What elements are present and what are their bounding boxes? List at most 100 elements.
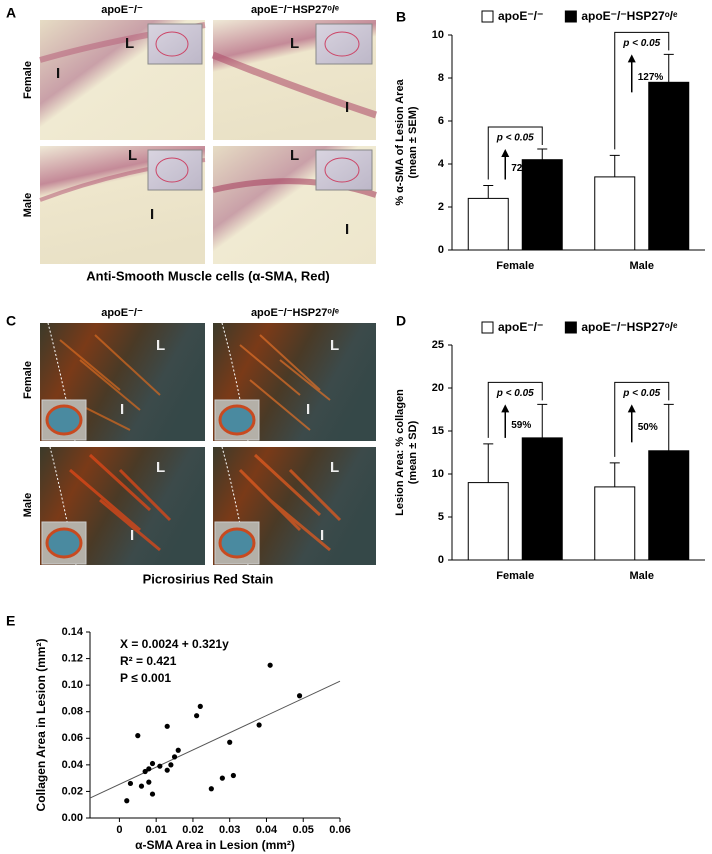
legend-swatch	[481, 10, 494, 23]
column-header: apoE⁻/⁻	[101, 4, 143, 16]
tissue-label: I	[130, 527, 134, 544]
y-tick-label: 6	[438, 115, 444, 127]
legend-label: apoE⁻/⁻	[498, 9, 543, 23]
annotation-change: 127%	[638, 72, 664, 83]
y-tick-label: 25	[432, 339, 444, 351]
panel-letter: B	[396, 9, 406, 25]
x-tick-label: Female	[496, 570, 534, 582]
annotation-change: 72%	[511, 163, 531, 174]
point	[168, 762, 174, 768]
point	[146, 766, 152, 772]
y-axis-label: (mean ± SEM)	[407, 106, 419, 178]
micrograph: L I	[211, 20, 378, 140]
legend-label: apoE⁻/⁻HSP27ᵒ/ᵉ	[581, 320, 678, 334]
tissue-label: I	[56, 65, 60, 82]
y-tick-label: 0.04	[62, 759, 84, 771]
tissue-label: L	[330, 337, 339, 354]
point	[127, 780, 134, 787]
bracket	[614, 31, 670, 150]
tissue-label: L	[156, 337, 165, 354]
tissue-label: I	[150, 206, 154, 223]
tissue-label: L	[290, 35, 299, 52]
column-header: apoE⁻/⁻HSP27ᵒ/ᵉ	[251, 4, 339, 16]
micrograph: L I	[39, 146, 206, 264]
point	[194, 713, 200, 719]
tissue-label: L	[125, 35, 134, 52]
bracket	[487, 126, 543, 180]
x-tick-label: Male	[630, 570, 654, 582]
bar	[467, 197, 509, 251]
tissue-label: I	[345, 99, 349, 116]
error-bar	[663, 403, 674, 451]
arrow-head	[501, 404, 510, 413]
point	[164, 723, 170, 729]
tissue-label: L	[128, 147, 137, 164]
point	[267, 662, 273, 668]
micrograph: L I	[213, 446, 376, 566]
panel-caption: Picrosirius Red Stain	[143, 571, 274, 586]
y-tick-label: 0.02	[62, 785, 83, 797]
x-tick-label: 0.01	[145, 824, 166, 836]
point	[135, 733, 141, 739]
y-tick-label: 0.10	[62, 679, 83, 691]
y-tick-label: 0.14	[62, 626, 84, 638]
y-axis-label: Lesion Area: % collagen	[394, 389, 406, 516]
x-tick-label: 0.02	[182, 824, 203, 836]
point	[138, 783, 145, 789]
y-tick-label: 0	[438, 554, 444, 566]
y-tick-label: 0.06	[62, 732, 83, 744]
bar	[648, 450, 690, 561]
error-bar	[483, 443, 494, 483]
annotation: X = 0.0024 + 0.321y	[120, 637, 229, 651]
error-bar	[609, 154, 620, 177]
x-tick-label: 0	[116, 824, 122, 836]
y-tick-label: 5	[438, 511, 444, 523]
point	[142, 768, 148, 775]
y-tick-label: 2	[438, 201, 444, 213]
row-label: Male	[22, 193, 34, 217]
point	[230, 772, 236, 779]
panel-caption: Anti-Smooth Muscle cells (α-SMA, Red)	[86, 268, 329, 283]
annotation-p: p < 0.05	[622, 388, 660, 399]
bar	[521, 159, 563, 251]
micrograph: L I	[213, 322, 376, 442]
tissue-label: I	[120, 401, 124, 418]
point	[197, 703, 203, 710]
y-tick-label: 0.12	[62, 652, 83, 664]
column-header: apoE⁻/⁻	[101, 307, 143, 319]
row-label: Female	[22, 361, 34, 399]
row-label: Male	[22, 493, 34, 517]
y-tick-label: 20	[432, 382, 444, 394]
row-label: Female	[22, 61, 34, 99]
micrograph: L I	[40, 322, 205, 442]
tissue-label: L	[290, 147, 299, 164]
trendline	[89, 680, 341, 799]
x-tick-label: 0.06	[329, 824, 350, 836]
arrow-head	[627, 54, 636, 63]
error-bar	[483, 185, 494, 199]
legend-label: apoE⁻/⁻HSP27ᵒ/ᵉ	[581, 9, 678, 23]
panel-letter: E	[6, 613, 15, 629]
annotation-p: p < 0.05	[622, 38, 660, 49]
annotation: R² = 0.421	[120, 654, 177, 668]
tissue-label: I	[320, 527, 324, 544]
x-tick-label: Female	[496, 260, 534, 272]
tissue-label: L	[156, 459, 165, 476]
error-bar	[663, 53, 674, 83]
annotation-change: 59%	[511, 420, 531, 431]
x-tick-label: 0.03	[219, 824, 240, 836]
point	[164, 767, 170, 773]
legend-swatch	[564, 321, 577, 334]
point	[208, 786, 214, 792]
x-tick-label: 0.04	[256, 824, 278, 836]
point	[175, 747, 181, 753]
legend-swatch	[481, 321, 494, 334]
error-bar	[609, 462, 620, 487]
arrow-head	[627, 404, 636, 413]
tissue-label: I	[345, 221, 349, 238]
bar	[594, 486, 636, 561]
annotation-p: p < 0.05	[496, 133, 534, 144]
micrograph: L I	[40, 446, 205, 566]
y-tick-label: 8	[438, 72, 444, 84]
